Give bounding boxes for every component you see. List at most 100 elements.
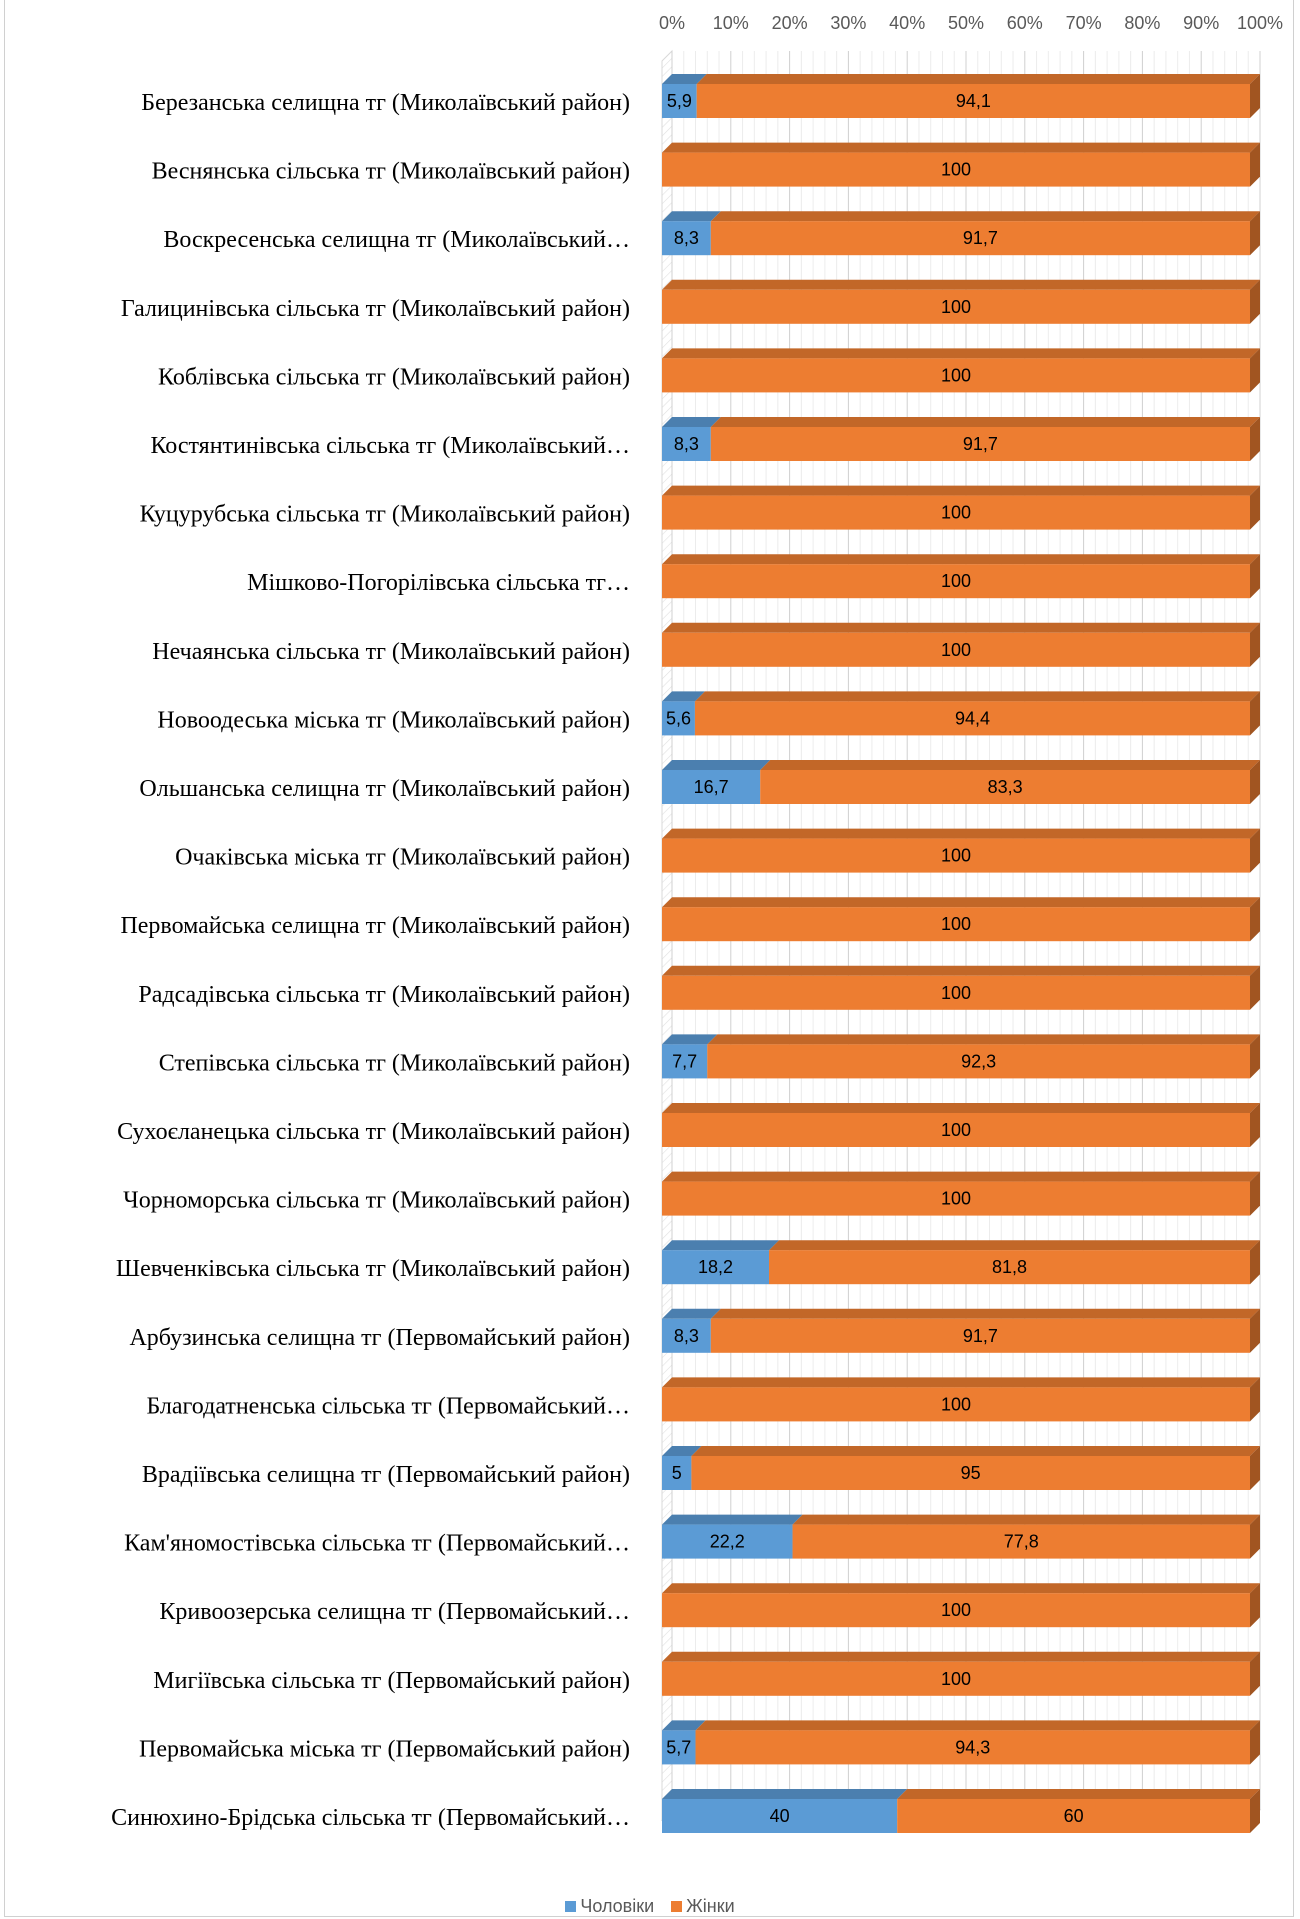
bar-side-face [1250, 417, 1260, 461]
data-label: 95 [961, 1463, 981, 1483]
bar-segment [662, 358, 1250, 393]
category-label: Степівська сільська тг (Миколаївський ра… [159, 1050, 630, 1076]
bar-side-face [1250, 760, 1260, 804]
bar-top-face [662, 760, 771, 770]
category-label: Арбузинська селищна тг (Первомайський ра… [129, 1325, 630, 1351]
bar-segment [662, 770, 761, 804]
data-label: 8,3 [674, 228, 699, 248]
bar-top-face [662, 897, 1260, 908]
x-tick-label: 90% [1183, 13, 1219, 33]
bar-top-face [662, 1514, 803, 1525]
data-label: 91,7 [963, 1326, 998, 1346]
data-label: 83,3 [988, 777, 1023, 797]
data-label: 100 [941, 846, 971, 866]
bar-segment [662, 564, 1250, 599]
bar-side-face [1250, 897, 1260, 942]
data-label: 100 [941, 1120, 971, 1140]
bar-segment [662, 1113, 1250, 1147]
bar-segment [662, 1387, 1250, 1422]
data-label: 40 [770, 1806, 790, 1826]
category-label: Благодатненська сільська тг (Первомайськ… [146, 1393, 630, 1419]
bar-side-face [1250, 691, 1260, 736]
category-label: Веснянська сільська тг (Миколаївський ра… [152, 159, 630, 185]
bar-chart: 0% 10% 20% 30% 40% 50% 60% 70% 80% 90% 100% 5,9 94,1… [111, 13, 1283, 1833]
category-label: Ольшанська селищна тг (Миколаївський рай… [139, 776, 630, 802]
data-label: 5,7 [666, 1737, 691, 1757]
bar-segment [769, 1250, 1250, 1285]
category-label: Куцурубська сільська тг (Миколаївський р… [140, 502, 630, 528]
x-tick-label: 30% [830, 13, 866, 33]
x-tick-label: 80% [1124, 13, 1160, 33]
bar-segment [695, 1730, 1250, 1765]
data-label: 100 [941, 365, 971, 385]
bar-segment [760, 770, 1250, 804]
bar-segment [662, 975, 1250, 1010]
x-tick-label: 10% [713, 13, 749, 33]
bar-top-face [662, 1240, 780, 1251]
data-label: 100 [941, 160, 971, 180]
x-tick-label: 20% [772, 13, 808, 33]
data-label: 81,8 [992, 1257, 1027, 1277]
bar-top-face [707, 1034, 1260, 1045]
x-tick-label: 70% [1066, 13, 1102, 33]
bar-side-face [1250, 1308, 1260, 1353]
bar-side-face [1250, 1171, 1260, 1216]
bar-segment [662, 1181, 1250, 1216]
category-label: Синюхино-Брідська сільська тг (Первомайс… [111, 1805, 630, 1831]
bar-top-face [694, 691, 1260, 702]
bar-segment [662, 289, 1250, 324]
bar-side-face [1250, 142, 1260, 187]
bar-segment [662, 1044, 708, 1079]
bar-top-face [662, 1377, 1260, 1388]
bar-side-face [1250, 485, 1260, 530]
bar-segment [662, 1799, 898, 1833]
data-label: 100 [941, 640, 971, 660]
bar-top-face [662, 279, 1260, 290]
data-label: 18,2 [698, 1257, 733, 1277]
bar-side-face [1250, 1583, 1260, 1628]
data-label: 22,2 [710, 1532, 745, 1552]
bar-side-face [1250, 74, 1260, 118]
data-label: 100 [941, 1394, 971, 1414]
category-label: Первомайська селищна тг (Миколаївський р… [120, 913, 630, 939]
data-label: 5,6 [666, 708, 691, 728]
bar-side-face [1250, 828, 1260, 873]
legend-label-men: Чоловіки [580, 1896, 655, 1916]
data-label: 60 [1064, 1806, 1084, 1826]
data-label: 91,7 [963, 434, 998, 454]
bar-side-face [1250, 1720, 1260, 1765]
bar-segment [662, 1661, 1250, 1696]
category-label: Березанська селищна тг (Миколаївський ра… [141, 90, 630, 116]
bar-side-face [1250, 1377, 1260, 1422]
bar-segment [710, 427, 1250, 461]
category-label: Шевченківська сільська тг (Миколаївський… [116, 1256, 630, 1282]
bar-side-face [1250, 1789, 1260, 1833]
x-tick-label: 60% [1007, 13, 1043, 33]
legend-item-women: Жінки [671, 1896, 735, 1917]
bar-top-face [662, 485, 1260, 496]
bar-segment [662, 838, 1250, 873]
data-label: 94,3 [955, 1737, 990, 1757]
bar-segment [694, 701, 1250, 736]
category-label: Галицинівська сільська тг (Миколаївський… [121, 296, 630, 322]
x-tick-label: 40% [889, 13, 925, 33]
category-label: Первомайська міська тг (Первомайський ра… [139, 1736, 630, 1762]
bar-segment [662, 495, 1250, 530]
category-label: Костянтинівська сільська тг (Миколаївськ… [150, 433, 630, 459]
bar-top-face [792, 1514, 1260, 1525]
legend-label-women: Жінки [686, 1896, 735, 1916]
bar-top-face [662, 1720, 706, 1731]
bar-top-face [662, 1171, 1260, 1182]
bar-segment [662, 1250, 770, 1285]
bar-top-face [662, 417, 721, 427]
bar-top-face [662, 74, 707, 84]
data-label: 100 [941, 914, 971, 934]
bar-side-face [1250, 1240, 1260, 1285]
bar-top-face [760, 760, 1260, 770]
category-label: Мішково-Погорілівська сільська тг… [247, 570, 630, 596]
bar-side-face [1250, 965, 1260, 1010]
bar-segment [662, 1318, 711, 1353]
category-label: Воскресенська селищна тг (Миколаївський… [163, 227, 630, 253]
bar-top-face [662, 1308, 721, 1319]
bar-segment [710, 1318, 1250, 1353]
